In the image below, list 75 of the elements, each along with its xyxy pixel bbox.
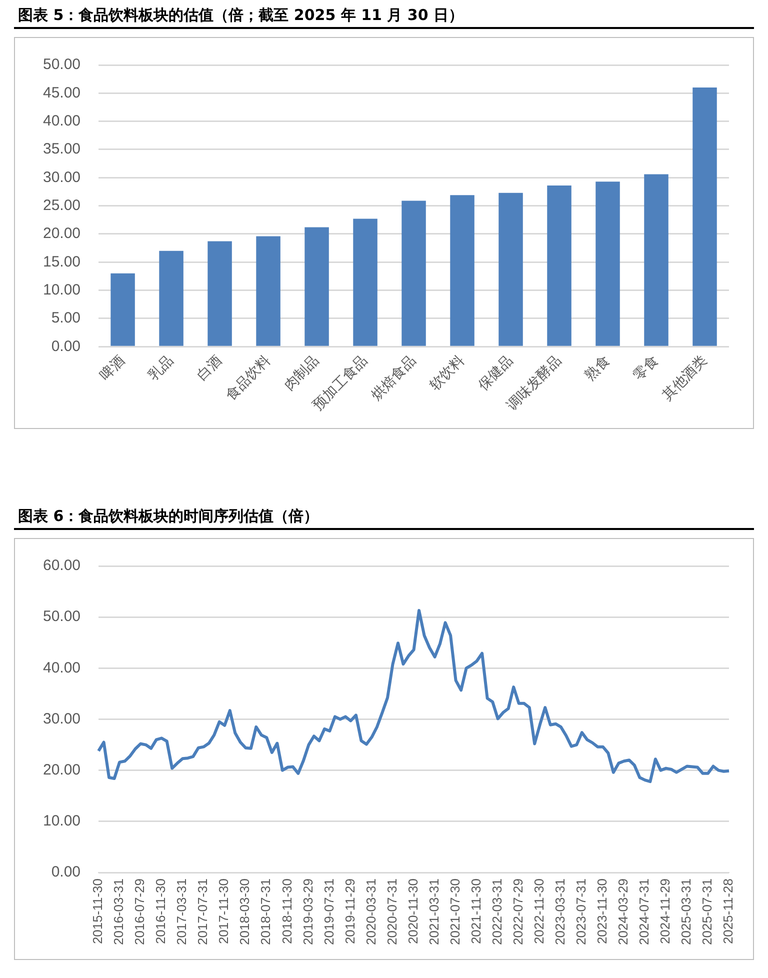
x-tick-label: 2021-03-31 [426, 878, 442, 945]
y-tick-label: 30.00 [42, 710, 81, 728]
y-tick-label: 20.00 [42, 225, 81, 242]
x-tick-label: 2022-03-31 [489, 878, 504, 945]
bar [644, 174, 668, 346]
x-tick-label: 2024-07-31 [636, 878, 652, 945]
bar [159, 250, 184, 346]
x-tick-label: 2022-07-29 [510, 878, 526, 945]
y-tick-label: 0.00 [51, 338, 81, 355]
chart-title: 图表 6：食品饮料板块的时间序列估值（倍） [14, 505, 754, 530]
x-tick-label: 2025-07-31 [700, 878, 715, 945]
x-tick-label: 2015-11-30 [90, 878, 106, 944]
x-tick-label: 2021-11-30 [468, 878, 484, 944]
x-tick-label: 2023-07-31 [573, 878, 588, 945]
x-tick-label: 保健品 [474, 352, 516, 394]
x-tick-label: 2018-03-30 [237, 878, 252, 945]
bar [402, 200, 426, 346]
bar [596, 182, 620, 346]
y-tick-label: 40.00 [42, 112, 81, 130]
y-tick-label: 20.00 [42, 761, 81, 778]
bar [208, 241, 232, 346]
x-tick-label: 2017-11-30 [216, 878, 232, 944]
x-tick-label: 2019-07-31 [321, 878, 336, 945]
x-tick-label: 2020-11-30 [405, 878, 420, 944]
x-tick-label: 烘焙食品 [368, 352, 419, 404]
chart-title: 图表 5：食品饮料板块的估值（倍；截至 2025 年 11 月 30 日） [14, 4, 754, 29]
x-tick-label: 熟食 [581, 352, 613, 384]
y-tick-label: 45.00 [42, 84, 81, 102]
x-tick-label: 零食 [630, 352, 662, 384]
y-tick-label: 50.00 [42, 608, 81, 626]
bar [498, 192, 523, 346]
x-tick-label: 软饮料 [426, 352, 468, 394]
x-tick-label: 2023-11-30 [594, 878, 610, 944]
x-tick-label: 其他酒类 [658, 352, 710, 404]
bar [692, 88, 717, 346]
x-tick-label: 食品饮料 [222, 352, 274, 404]
x-tick-label: 白酒 [194, 352, 225, 384]
y-tick-label: 15.00 [42, 253, 81, 270]
x-tick-label: 2016-03-31 [111, 878, 126, 945]
bar [353, 218, 378, 346]
y-tick-label: 30.00 [42, 168, 81, 186]
bar [110, 273, 135, 346]
x-tick-label: 2018-07-31 [258, 878, 274, 945]
x-tick-label: 2025-11-28 [720, 878, 736, 944]
x-tick-label: 2020-03-31 [363, 878, 378, 945]
x-tick-label: 乳品 [145, 352, 176, 384]
y-tick-label: 25.00 [42, 196, 81, 214]
x-tick-label: 2017-03-31 [174, 878, 190, 945]
y-tick-label: 5.00 [51, 310, 81, 327]
x-tick-label: 2016-11-30 [153, 878, 168, 944]
y-tick-label: 40.00 [42, 659, 81, 676]
y-tick-label: 10.00 [42, 281, 81, 298]
x-tick-label: 2019-03-29 [300, 878, 316, 945]
x-tick-label: 2016-07-29 [132, 878, 148, 945]
x-tick-label: 2023-03-31 [552, 878, 568, 945]
x-tick-label: 2022-11-30 [531, 878, 546, 944]
x-tick-label: 2024-11-29 [658, 878, 673, 944]
x-tick-label: 2017-07-31 [195, 878, 210, 945]
y-tick-label: 10.00 [42, 812, 81, 830]
y-tick-label: 0.00 [51, 864, 81, 881]
y-tick-label: 60.00 [42, 557, 81, 574]
x-tick-label: 2019-11-29 [342, 878, 358, 944]
x-tick-label: 肉制品 [280, 352, 322, 394]
y-tick-label: 50.00 [42, 56, 81, 74]
x-tick-label: 2024-03-29 [616, 878, 630, 945]
bar [304, 227, 329, 346]
x-tick-label: 2020-07-31 [384, 878, 400, 945]
x-tick-label: 啤酒 [96, 352, 128, 384]
x-tick-label: 2021-07-30 [447, 878, 462, 945]
bar [450, 195, 474, 346]
x-tick-label: 2018-11-30 [279, 878, 294, 944]
y-tick-label: 35.00 [42, 140, 81, 158]
x-tick-label: 2025-03-31 [678, 878, 694, 945]
bar [547, 186, 572, 346]
bar [256, 236, 280, 346]
